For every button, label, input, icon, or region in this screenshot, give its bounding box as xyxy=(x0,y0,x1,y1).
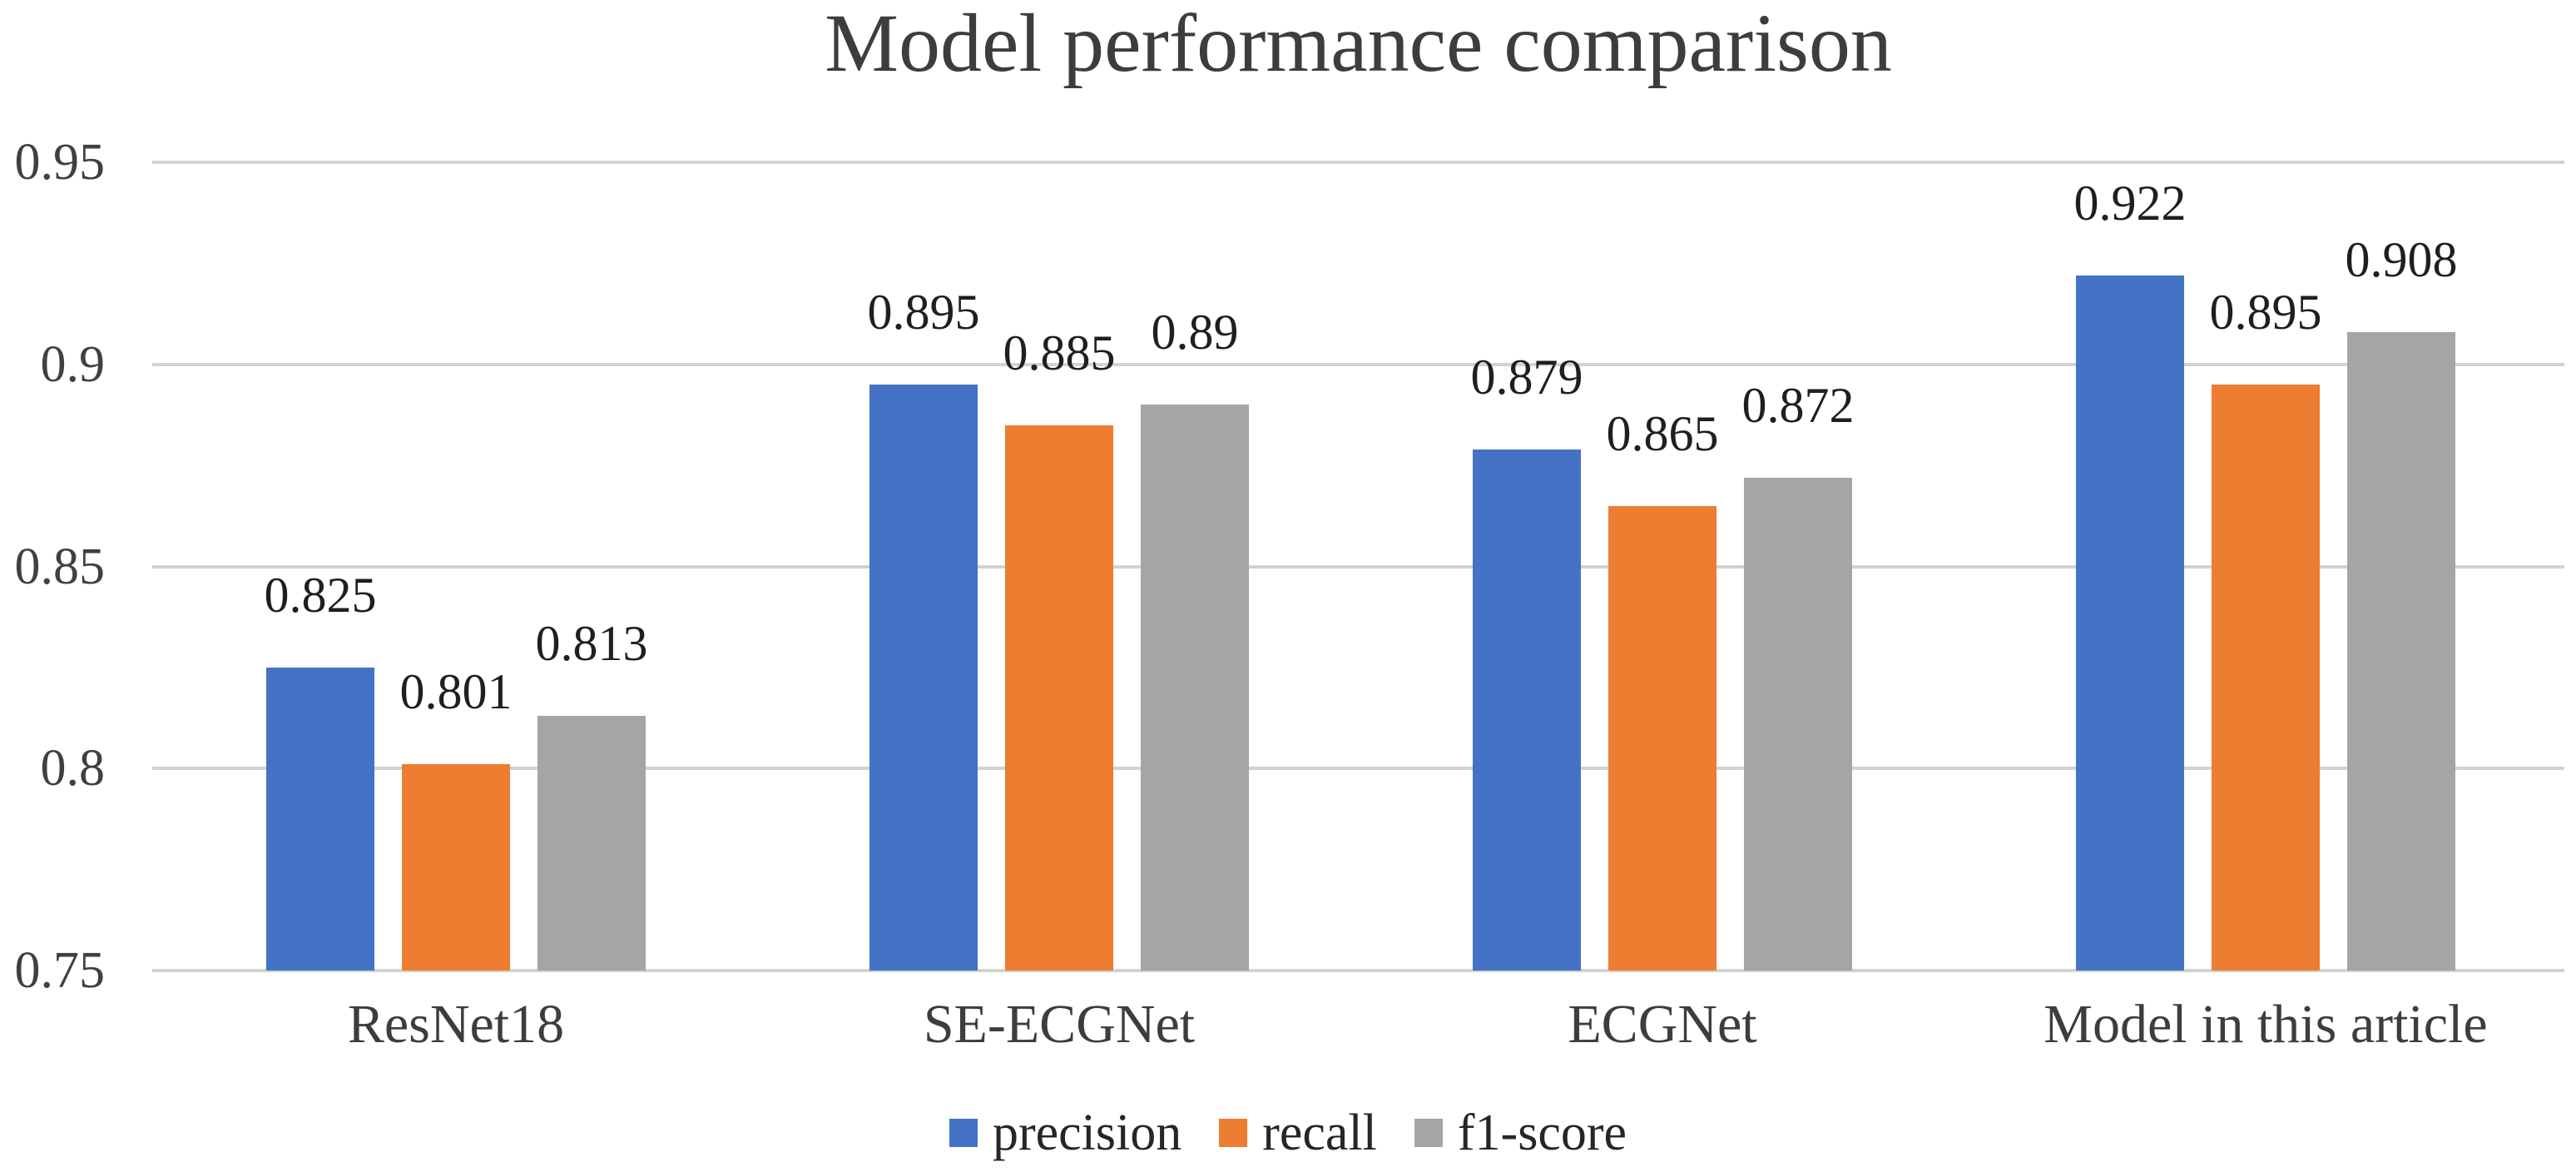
bar-f1-score-ecgnet xyxy=(1744,477,1852,971)
data-label: 0.825 xyxy=(264,567,377,623)
gridline xyxy=(152,362,2564,366)
data-label: 0.922 xyxy=(2073,175,2187,231)
bar-recall-ecgnet xyxy=(1608,505,1717,971)
x-axis-category-label: SE-ECGNet xyxy=(923,994,1196,1055)
bar-f1-score-resnet18 xyxy=(537,716,646,971)
data-label: 0.885 xyxy=(1003,325,1116,380)
data-label: 0.895 xyxy=(2209,285,2322,340)
data-label: 0.879 xyxy=(1470,349,1583,405)
legend-label: f1-score xyxy=(1457,1105,1627,1161)
bar-precision-ecgnet xyxy=(1473,449,1581,971)
data-label: 0.801 xyxy=(399,664,513,720)
gridline xyxy=(152,969,2564,972)
data-label: 0.895 xyxy=(867,285,980,340)
data-label: 0.865 xyxy=(1606,405,1719,461)
bar-precision-se-ecgnet xyxy=(869,385,978,971)
data-label: 0.813 xyxy=(535,616,648,672)
gridline xyxy=(152,161,2564,164)
bar-f1-score-model-in-this-article xyxy=(2347,331,2455,971)
y-axis-tick-label: 0.95 xyxy=(14,134,106,191)
legend-swatch-icon xyxy=(1414,1119,1443,1147)
y-axis-tick-label: 0.75 xyxy=(14,942,106,999)
legend-item-recall: recall xyxy=(1219,1107,1377,1159)
x-axis-category-label: ResNet18 xyxy=(347,994,565,1055)
legend-item-f1-score: f1-score xyxy=(1414,1107,1627,1159)
x-axis-category-label: Model in this article xyxy=(2043,994,2488,1055)
legend-item-precision: precision xyxy=(949,1107,1181,1159)
legend-label: recall xyxy=(1262,1105,1377,1161)
legend-label: precision xyxy=(992,1105,1182,1161)
bar-precision-model-in-this-article xyxy=(2076,275,2184,971)
x-axis-category-label: ECGNet xyxy=(1568,994,1757,1055)
bar-recall-se-ecgnet xyxy=(1005,425,1113,971)
data-label: 0.872 xyxy=(1741,377,1855,433)
data-label: 0.908 xyxy=(2345,231,2458,287)
bar-recall-resnet18 xyxy=(402,764,510,971)
bar-precision-resnet18 xyxy=(266,667,374,971)
legend-swatch-icon xyxy=(949,1119,978,1147)
chart-title: Model performance comparison xyxy=(825,0,1892,89)
y-axis-tick-label: 0.9 xyxy=(40,335,106,393)
bar-recall-model-in-this-article xyxy=(2212,385,2320,971)
gridline xyxy=(152,564,2564,569)
y-axis-tick-label: 0.8 xyxy=(40,740,106,797)
legend-swatch-icon xyxy=(1219,1119,1248,1147)
legend: precision recall f1-score xyxy=(0,1107,2576,1159)
gridline xyxy=(152,767,2564,771)
y-axis-tick-label: 0.85 xyxy=(14,538,106,595)
bar-f1-score-se-ecgnet xyxy=(1141,405,1249,971)
data-label: 0.89 xyxy=(1151,305,1239,360)
